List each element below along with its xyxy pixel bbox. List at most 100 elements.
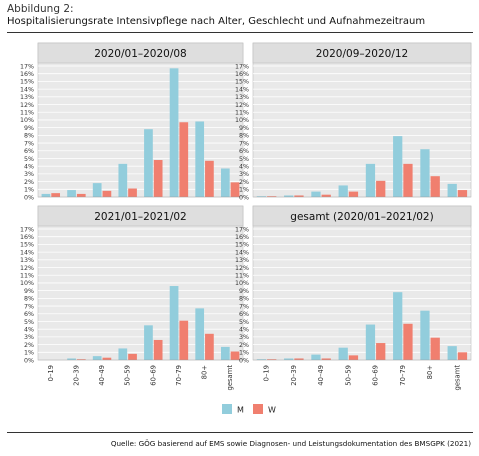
bar-m (447, 346, 457, 360)
bar-m (169, 286, 179, 360)
y-tick-label: 10% (235, 117, 249, 124)
y-tick-label: 15% (20, 79, 34, 86)
y-tick-label: 7% (24, 303, 34, 310)
y-tick-label: 13% (20, 94, 34, 101)
y-tick-label: 12% (20, 102, 34, 109)
y-tick-label: 6% (239, 311, 249, 318)
panel-title: 2021/01–2021/02 (94, 211, 187, 223)
x-tick-label: 40–49 (317, 365, 325, 386)
bar-w (230, 351, 240, 360)
bar-m (67, 190, 76, 197)
y-tick-label: 14% (20, 86, 34, 93)
x-tick-label: 60–69 (372, 365, 380, 386)
figure-title: Hospitalisierungsrate Intensivpflege nac… (7, 16, 426, 27)
bar-m (338, 347, 348, 360)
bar-w (430, 337, 440, 360)
bar-m (311, 354, 321, 360)
bar-w (179, 122, 189, 197)
y-tick-label: 17% (20, 226, 34, 233)
y-tick-label: 9% (239, 288, 249, 295)
bar-m (393, 292, 403, 360)
y-tick-label: 17% (235, 63, 249, 70)
bar-w (321, 358, 331, 360)
bar-w (294, 358, 304, 360)
y-tick-label: 6% (239, 148, 249, 155)
y-tick-label: 11% (20, 110, 34, 117)
bar-m (41, 193, 51, 197)
x-tick-label: 40–49 (98, 365, 106, 386)
y-tick-label: 2% (24, 342, 34, 349)
y-tick-label: 6% (24, 311, 34, 318)
y-tick-label: 3% (239, 334, 249, 341)
y-tick-label: 5% (239, 319, 249, 326)
panel-title-strip (37, 205, 244, 227)
y-tick-label: 10% (20, 117, 34, 124)
y-tick-label: 14% (20, 249, 34, 256)
bar-m (92, 356, 102, 360)
x-tick-label: 20–39 (72, 365, 80, 386)
y-tick-label: 0% (24, 194, 34, 201)
bar-m (420, 310, 430, 360)
bar-m (220, 346, 230, 360)
y-tick-label: 4% (239, 326, 249, 333)
panel-title: gesamt (2020/01–2021/02) (290, 211, 433, 223)
panel-title: 2020/09–2020/12 (316, 48, 409, 60)
figure-label: Abbildung 2: (7, 3, 74, 15)
y-tick-label: 4% (24, 163, 34, 170)
bar-w (376, 343, 386, 360)
x-tick-label: 80+ (201, 365, 209, 379)
bar-m (284, 358, 294, 360)
x-tick-label: 70–79 (175, 365, 183, 386)
y-tick-label: 1% (239, 350, 249, 357)
panel-title-strip (252, 205, 472, 227)
y-tick-label: 10% (20, 280, 34, 287)
y-tick-label: 12% (235, 102, 249, 109)
y-tick-label: 11% (20, 273, 34, 280)
x-tick-label: 80+ (426, 365, 434, 379)
y-tick-label: 8% (239, 133, 249, 140)
bar-w (457, 352, 468, 360)
y-tick-label: 16% (235, 234, 249, 241)
bar-m (393, 136, 403, 197)
bar-m (447, 183, 457, 197)
bar-m (144, 129, 153, 197)
x-tick-label: gesamt (453, 365, 461, 391)
bar-m (284, 195, 294, 197)
bar-m (118, 163, 128, 197)
bar-w (153, 160, 163, 197)
y-tick-label: 3% (24, 171, 34, 178)
bar-w (76, 193, 86, 197)
y-tick-label: 3% (239, 171, 249, 178)
y-tick-label: 9% (239, 125, 249, 132)
y-tick-label: 12% (20, 265, 34, 272)
panel-title: 2020/01–2020/08 (94, 48, 187, 60)
y-tick-label: 8% (24, 296, 34, 303)
y-tick-label: 7% (24, 140, 34, 147)
y-tick-label: 1% (24, 350, 34, 357)
bar-w (348, 355, 359, 360)
y-tick-label: 7% (239, 140, 249, 147)
bar-m (365, 324, 376, 360)
y-tick-label: 14% (235, 249, 249, 256)
bar-m (92, 183, 102, 197)
bar-m (220, 168, 230, 197)
panel-title-strip (37, 42, 244, 64)
y-tick-label: 15% (20, 242, 34, 249)
y-tick-label: 2% (239, 179, 249, 186)
bar-m (256, 359, 267, 360)
x-tick-label: 50–59 (124, 365, 132, 386)
bar-m (195, 308, 205, 360)
bar-w (403, 323, 413, 360)
y-tick-label: 6% (24, 148, 34, 155)
bar-w (267, 359, 277, 360)
bar-w (321, 194, 331, 197)
bar-m (195, 121, 205, 197)
bar-w (376, 180, 386, 197)
bar-w (128, 353, 137, 360)
x-tick-label: 60–69 (149, 365, 157, 386)
y-tick-label: 12% (235, 265, 249, 272)
y-tick-label: 7% (239, 303, 249, 310)
x-tick-label: 0–19 (263, 365, 271, 381)
legend-swatch-m (222, 404, 232, 414)
bar-w (102, 190, 112, 197)
